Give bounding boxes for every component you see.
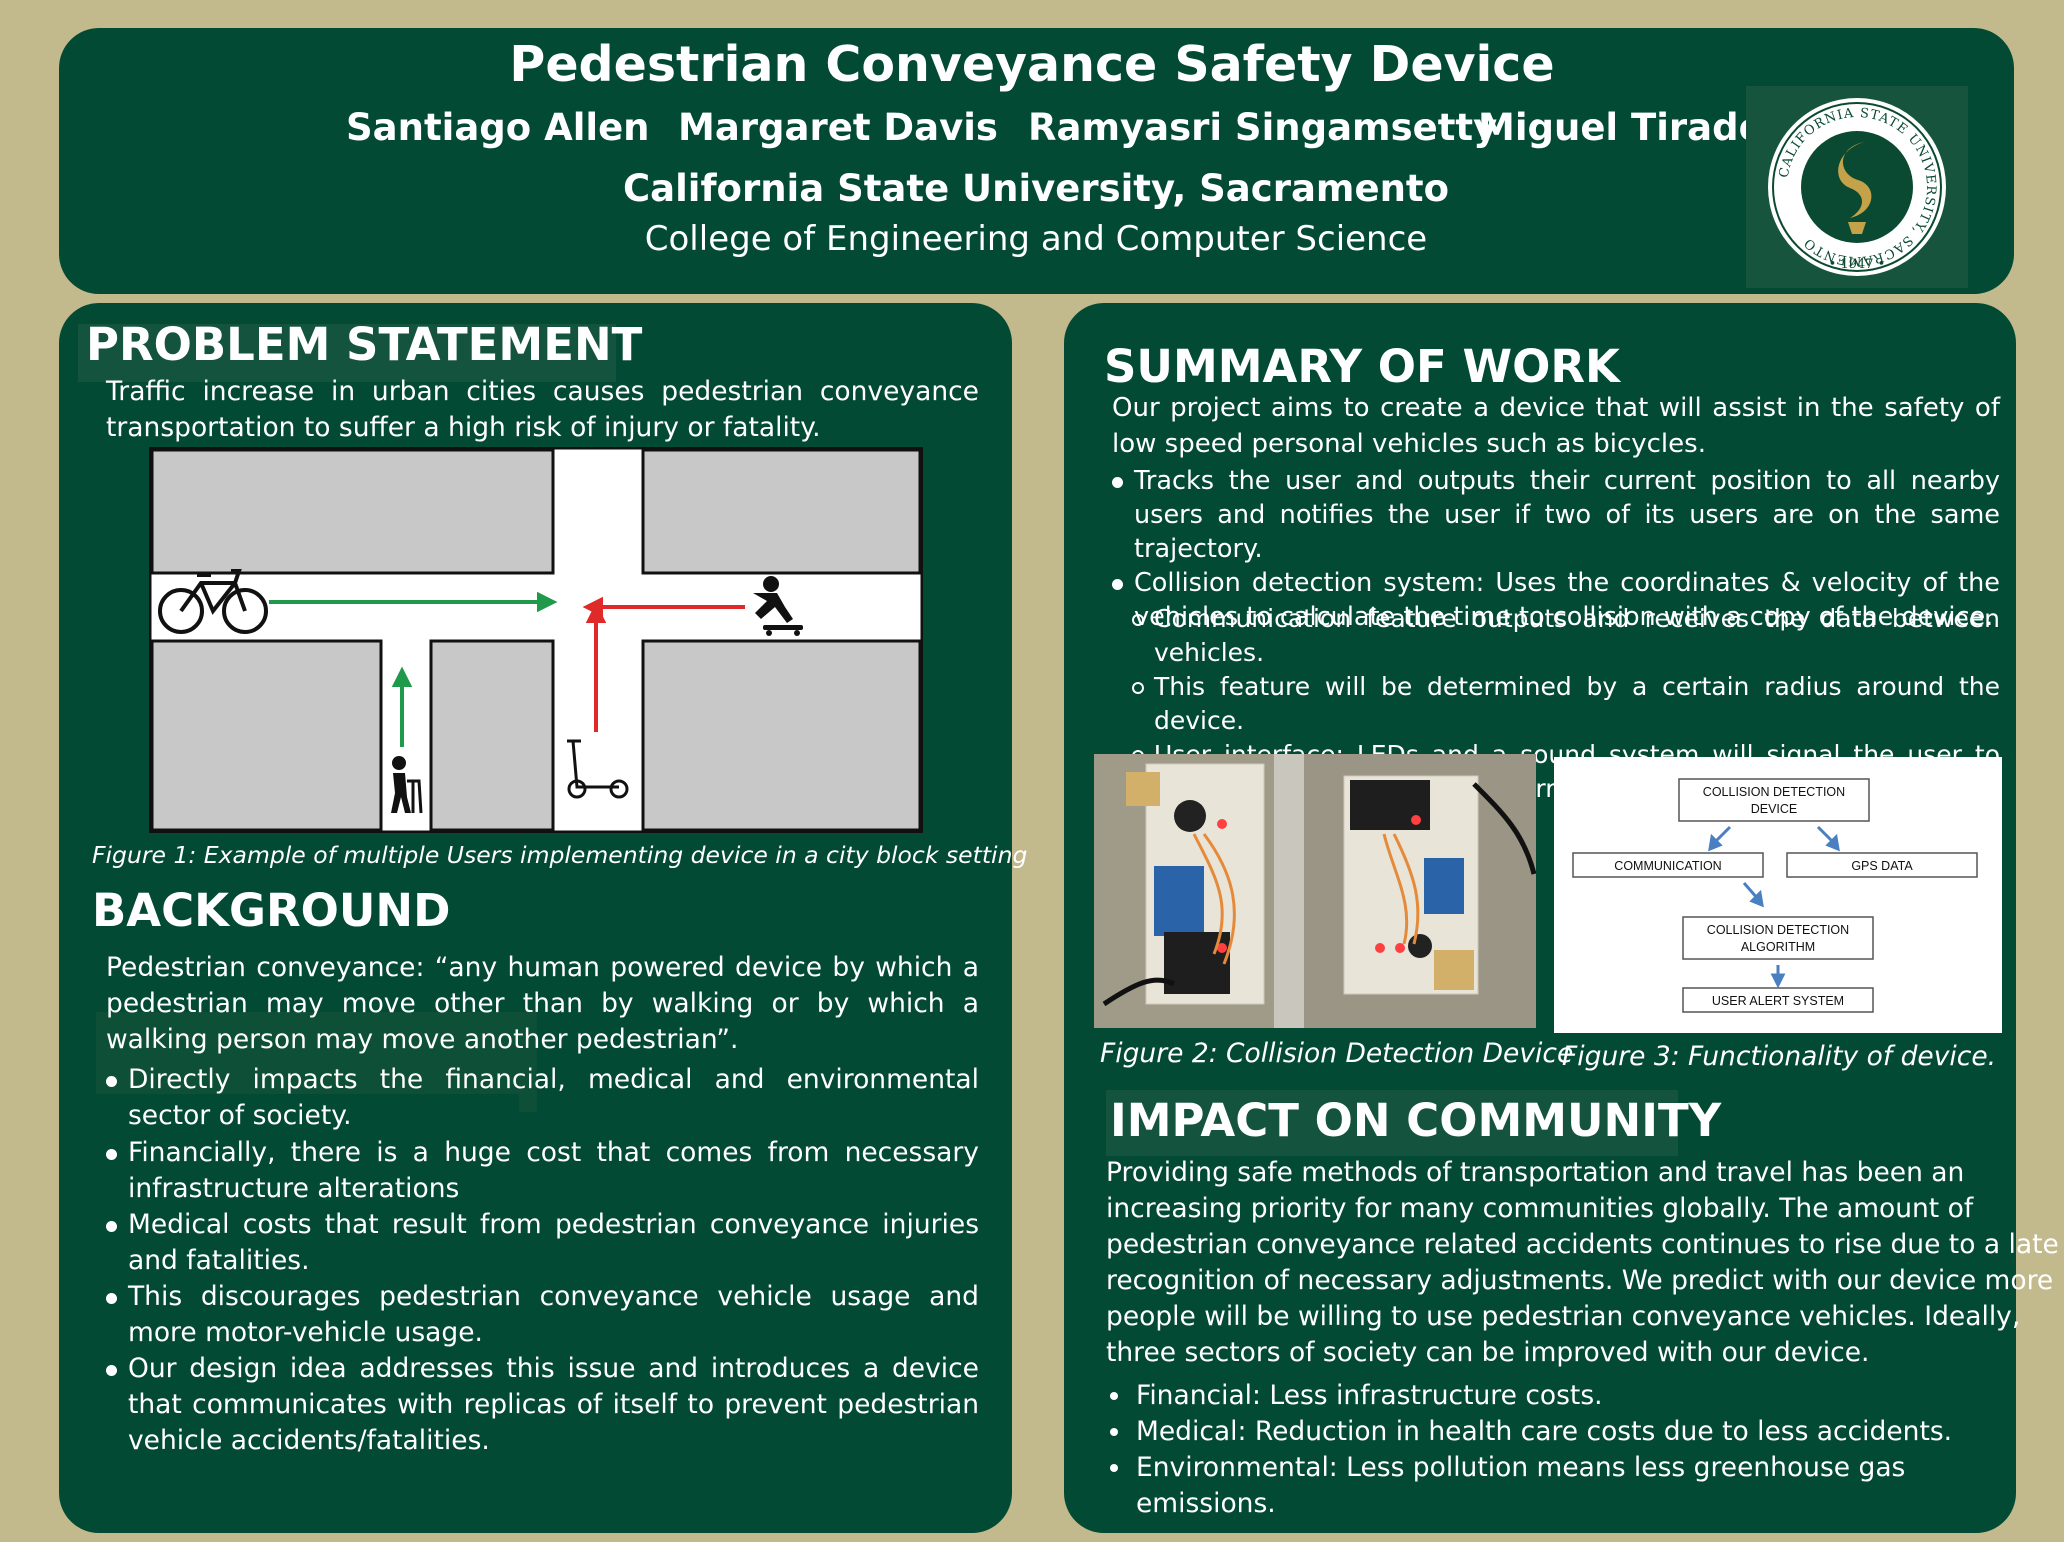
- svg-text:ALGORITHM: ALGORITHM: [1741, 940, 1815, 954]
- svg-text:COLLISION DETECTION: COLLISION DETECTION: [1707, 923, 1849, 937]
- university-seal-logo: CALIFORNIA STATE UNIVERSITY, SACRAMENTO …: [1746, 86, 1968, 288]
- poster-title: Pedestrian Conveyance Safety Device: [509, 36, 1555, 93]
- svg-text:DEVICE: DEVICE: [1751, 802, 1798, 816]
- impact-line: Providing safe methods of transportation…: [1106, 1157, 1965, 1188]
- summary-bullet-list: Tracks the user and outputs their curren…: [1112, 464, 2000, 634]
- background-definition: Pedestrian conveyance: “any human powere…: [106, 952, 979, 1055]
- author-3: Ramyasri Singamsetty: [1028, 106, 1498, 149]
- green-arrow-walker: [391, 666, 413, 747]
- background-bullet: Financially, there is a huge cost that c…: [106, 1135, 979, 1207]
- figure3-flow-diagram: COLLISION DETECTION DEVICE COMMUNICATION…: [1554, 757, 2002, 1033]
- summary-intro: Our project aims to create a device that…: [1112, 393, 2000, 459]
- impact-heading: IMPACT ON COMMUNITY: [1110, 1094, 1722, 1147]
- svg-text:COLLISION DETECTION: COLLISION DETECTION: [1703, 785, 1845, 799]
- figure3-caption: Figure 3: Functionality of device.: [1562, 1041, 1997, 1072]
- summary-bullet: Tracks the user and outputs their curren…: [1112, 464, 2000, 566]
- green-arrow-bicycle: [269, 591, 558, 613]
- background-heading: BACKGROUND: [92, 884, 451, 937]
- figure1-city-block-diagram: [148, 446, 924, 834]
- problem-heading: PROBLEM STATEMENT: [86, 318, 643, 371]
- impact-paragraph: Providing safe methods of transportation…: [1106, 1155, 2059, 1371]
- red-arrow-scooter: [585, 602, 607, 732]
- summary-sub-bullet: This feature will be determined by a cer…: [1132, 670, 2000, 738]
- svg-text:USER ALERT SYSTEM: USER ALERT SYSTEM: [1712, 994, 1844, 1008]
- impact-bullet: Medical: Reduction in health care costs …: [1106, 1414, 2006, 1450]
- skateboarder-icon: [753, 576, 803, 636]
- college-name: College of Engineering and Computer Scie…: [644, 219, 1428, 259]
- figure1-caption: Figure 1: Example of multiple Users impl…: [92, 841, 1028, 869]
- svg-text:COMMUNICATION: COMMUNICATION: [1614, 859, 1721, 873]
- figure2-device-photo: [1094, 754, 1537, 1028]
- svg-text:• 1947 •: • 1947 •: [1829, 257, 1886, 272]
- impact-line: pedestrian conveyance related accidents …: [1106, 1229, 2059, 1260]
- author-4: Miguel Tirado: [1478, 106, 1765, 149]
- university-name: California State University, Sacramento: [622, 167, 1450, 210]
- background-bullet: Directly impacts the financial, medical …: [106, 1062, 979, 1134]
- problem-text-line1: Traffic increase in urban cities causes …: [106, 376, 979, 407]
- problem-text-line2: transportation to suffer a high risk of …: [106, 412, 821, 443]
- scooter-icon: [567, 739, 629, 799]
- impact-line: three sectors of society can be improved…: [1106, 1337, 1870, 1368]
- summary-bullet: Collision detection system: Uses the coo…: [1112, 566, 2000, 634]
- walker-person-icon: [391, 756, 423, 814]
- impact-bullet-list: Financial: Less infrastructure costs. Me…: [1106, 1378, 2006, 1522]
- impact-line: recognition of necessary adjustments. We…: [1106, 1265, 2054, 1296]
- header-panel: [59, 28, 2014, 294]
- figure2-caption: Figure 2: Collision Detection Device: [1100, 1038, 1574, 1069]
- heading-highlight: [78, 324, 616, 382]
- impact-bullet: Environmental: Less pollution means less…: [1106, 1450, 2006, 1522]
- impact-bullet: Financial: Less infrastructure costs.: [1106, 1378, 2006, 1414]
- impact-line: people will be willing to use pedestrian…: [1106, 1301, 2021, 1332]
- bicycle-icon: [158, 569, 268, 634]
- ghost-artifact: [96, 1012, 536, 1094]
- author-2: Margaret Davis: [678, 106, 998, 149]
- background-bullet: This discourages pedestrian conveyance v…: [106, 1279, 979, 1351]
- background-bullet: Our design idea addresses this issue and…: [106, 1351, 979, 1459]
- heading-highlight: [1106, 1090, 1678, 1156]
- ghost-artifact-2: [519, 1012, 537, 1112]
- background-bullet: Medical costs that result from pedestria…: [106, 1207, 979, 1279]
- impact-line: increasing priority for many communities…: [1106, 1193, 1974, 1224]
- summary-sub-bullet: Communication feature outputs and receiv…: [1132, 602, 2000, 670]
- svg-text:GPS DATA: GPS DATA: [1851, 859, 1913, 873]
- background-bullet-list: Directly impacts the financial, medical …: [106, 1062, 979, 1459]
- summary-heading: SUMMARY OF WORK: [1104, 340, 1620, 393]
- author-1: Santiago Allen: [346, 106, 650, 149]
